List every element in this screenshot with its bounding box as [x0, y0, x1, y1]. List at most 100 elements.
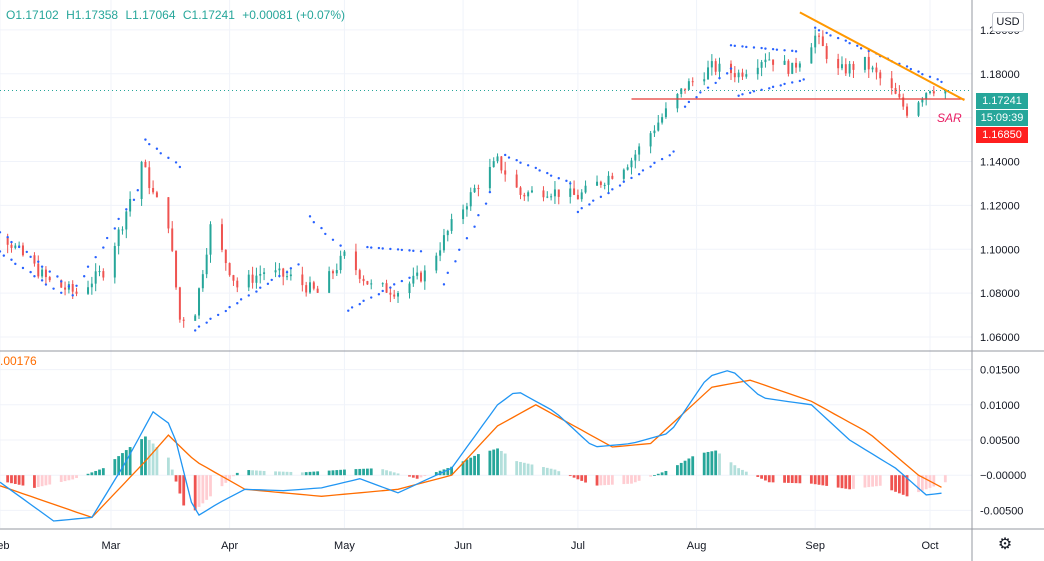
macd-histogram-bar: [366, 468, 369, 476]
sar-dot: [37, 260, 40, 263]
macd-histogram-bar: [553, 469, 557, 476]
sar-dot: [649, 165, 652, 168]
macd-histogram-bar: [358, 468, 362, 476]
sar-dot: [381, 247, 384, 250]
sar-dot: [538, 169, 541, 172]
macd-histogram-bar: [733, 465, 737, 476]
macd-histogram-bar: [193, 475, 197, 511]
macd-histogram-bar: [503, 453, 507, 476]
macd-histogram-bar: [312, 471, 316, 476]
macd-histogram-bar: [580, 475, 584, 481]
macd-histogram-bar: [247, 470, 251, 476]
candle-body: [44, 269, 47, 278]
candle-body: [795, 62, 798, 68]
macd-histogram-bar: [603, 475, 607, 486]
sar-dot: [733, 44, 737, 48]
macd-histogram-bar: [932, 475, 936, 487]
candle-body: [289, 274, 292, 277]
macd-histogram-bar: [94, 470, 98, 476]
candle-body: [818, 35, 821, 37]
ohlc-high: H1.17358: [66, 8, 119, 22]
macd-histogram-bar: [683, 460, 687, 476]
macd-histogram-bar: [871, 475, 874, 487]
sar-dot: [725, 72, 729, 75]
sar-dot: [29, 255, 32, 259]
macd-histogram-bar: [251, 470, 254, 476]
trend-line: [799, 11, 965, 102]
candle-body: [737, 72, 740, 78]
candle-body: [64, 287, 67, 290]
macd-histogram-bar: [488, 450, 492, 476]
sar-dot: [56, 275, 59, 278]
sar-dot: [381, 289, 384, 293]
macd-histogram-bar: [744, 471, 748, 476]
macd-histogram-bar: [155, 447, 159, 476]
macd-histogram-bar: [836, 475, 840, 488]
sar-dot: [729, 67, 733, 70]
sar-dot: [917, 70, 920, 73]
time-tick-label: Oct: [921, 540, 938, 552]
sar-dot: [641, 169, 645, 172]
macd-histogram-bar: [385, 470, 388, 476]
macd-histogram-bar: [469, 457, 473, 476]
sar-dot: [760, 88, 763, 92]
candle-body: [599, 181, 602, 185]
macd-histogram-bar: [59, 475, 63, 482]
macd-histogram-bar: [121, 453, 124, 476]
sar-dot: [507, 156, 511, 159]
candle-body: [37, 263, 40, 277]
candle-body: [412, 275, 415, 284]
sar-dot: [779, 84, 782, 87]
candle-body: [194, 315, 197, 321]
macd-histogram-bar: [220, 475, 224, 487]
sar-dot: [155, 147, 159, 150]
sar-dot: [580, 207, 583, 210]
macd-histogram-bar: [316, 471, 320, 476]
time-tick-label: Mar: [102, 540, 121, 552]
candle-body: [393, 294, 396, 297]
sar-dot: [102, 246, 105, 249]
sar-dot: [117, 217, 120, 221]
candle-body: [198, 288, 201, 316]
sar-dot: [86, 265, 90, 268]
sar-dot: [484, 202, 488, 205]
macd-histogram-bar: [232, 475, 235, 477]
sar-dot: [193, 329, 197, 332]
macd-histogram-bar: [327, 470, 331, 476]
sar-dot: [14, 262, 17, 266]
macd-histogram-bar: [917, 475, 920, 493]
candle-body: [768, 59, 771, 61]
macd-histogram-bar: [706, 451, 710, 476]
macd-histogram-bar: [924, 475, 928, 490]
sar-dot: [396, 248, 400, 251]
gear-icon[interactable]: ⚙: [997, 536, 1013, 553]
candle-body: [309, 282, 311, 293]
candle-body: [201, 274, 204, 289]
macd-histogram-bar: [174, 475, 178, 482]
macd-histogram-bar: [741, 469, 744, 476]
macd-histogram-bar: [209, 475, 212, 497]
macd-histogram-bar: [63, 475, 67, 482]
macd-histogram-bar: [274, 471, 277, 476]
candle-body: [155, 192, 158, 198]
macd-histogram-bar: [128, 447, 132, 476]
macd-histogram-bar: [901, 475, 905, 495]
candle-body: [764, 59, 767, 63]
candle-body: [733, 73, 736, 78]
candle-body: [649, 133, 652, 147]
sar-dot: [159, 152, 162, 155]
macd-histogram-bar: [607, 475, 610, 485]
candle-body: [60, 280, 63, 288]
currency-button[interactable]: USD: [992, 12, 1024, 32]
candle-body: [741, 72, 744, 77]
macd-histogram-bar: [476, 454, 480, 476]
sar-dot: [771, 47, 775, 51]
sar-dot: [350, 306, 354, 309]
macd-histogram-bar: [622, 475, 626, 485]
sar-dot: [748, 91, 752, 94]
sar-dot: [105, 236, 109, 240]
sar-dot: [408, 249, 411, 252]
candle-body: [439, 250, 442, 256]
macd-histogram-bar: [362, 468, 365, 476]
